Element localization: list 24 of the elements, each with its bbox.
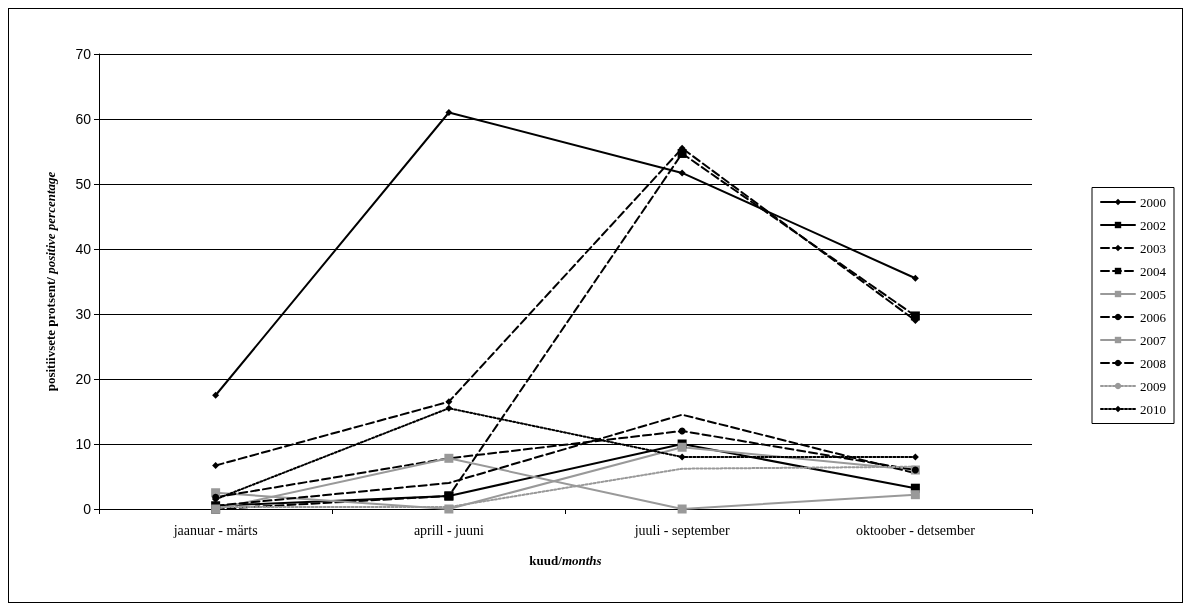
- x-tick-label: jaanuar - märts: [172, 522, 258, 538]
- legend-label: 2010: [1140, 401, 1166, 417]
- x-axis-title: kuud/months: [529, 553, 602, 568]
- x-tick-label: oktoober - detsember: [855, 522, 976, 538]
- legend-label: 2004: [1140, 263, 1167, 279]
- y-tick-label: 30: [75, 306, 92, 322]
- y-tick-label: 50: [75, 176, 92, 192]
- y-tick-label: 60: [75, 111, 92, 127]
- legend-label: 2006: [1140, 309, 1167, 325]
- x-tick-label: juuli - september: [633, 522, 730, 538]
- y-axis-title: positiivsete protsent/ positive percentage: [43, 171, 58, 392]
- legend-label: 2002: [1140, 217, 1166, 233]
- y-tick-label: 70: [75, 46, 92, 62]
- y-tick-label: 0: [83, 501, 92, 517]
- legend-label: 2000: [1140, 194, 1166, 210]
- legend-label: 2009: [1140, 378, 1166, 394]
- legend-label: 2005: [1140, 286, 1166, 302]
- legend-label: 2007: [1140, 332, 1167, 348]
- y-tick-label: 10: [75, 436, 92, 452]
- y-tick-label: 40: [75, 241, 92, 257]
- x-tick-label: aprill - juuni: [413, 522, 484, 538]
- legend-label: 2003: [1140, 240, 1166, 256]
- y-tick-label: 20: [75, 371, 92, 387]
- legend-label: 2008: [1140, 355, 1166, 371]
